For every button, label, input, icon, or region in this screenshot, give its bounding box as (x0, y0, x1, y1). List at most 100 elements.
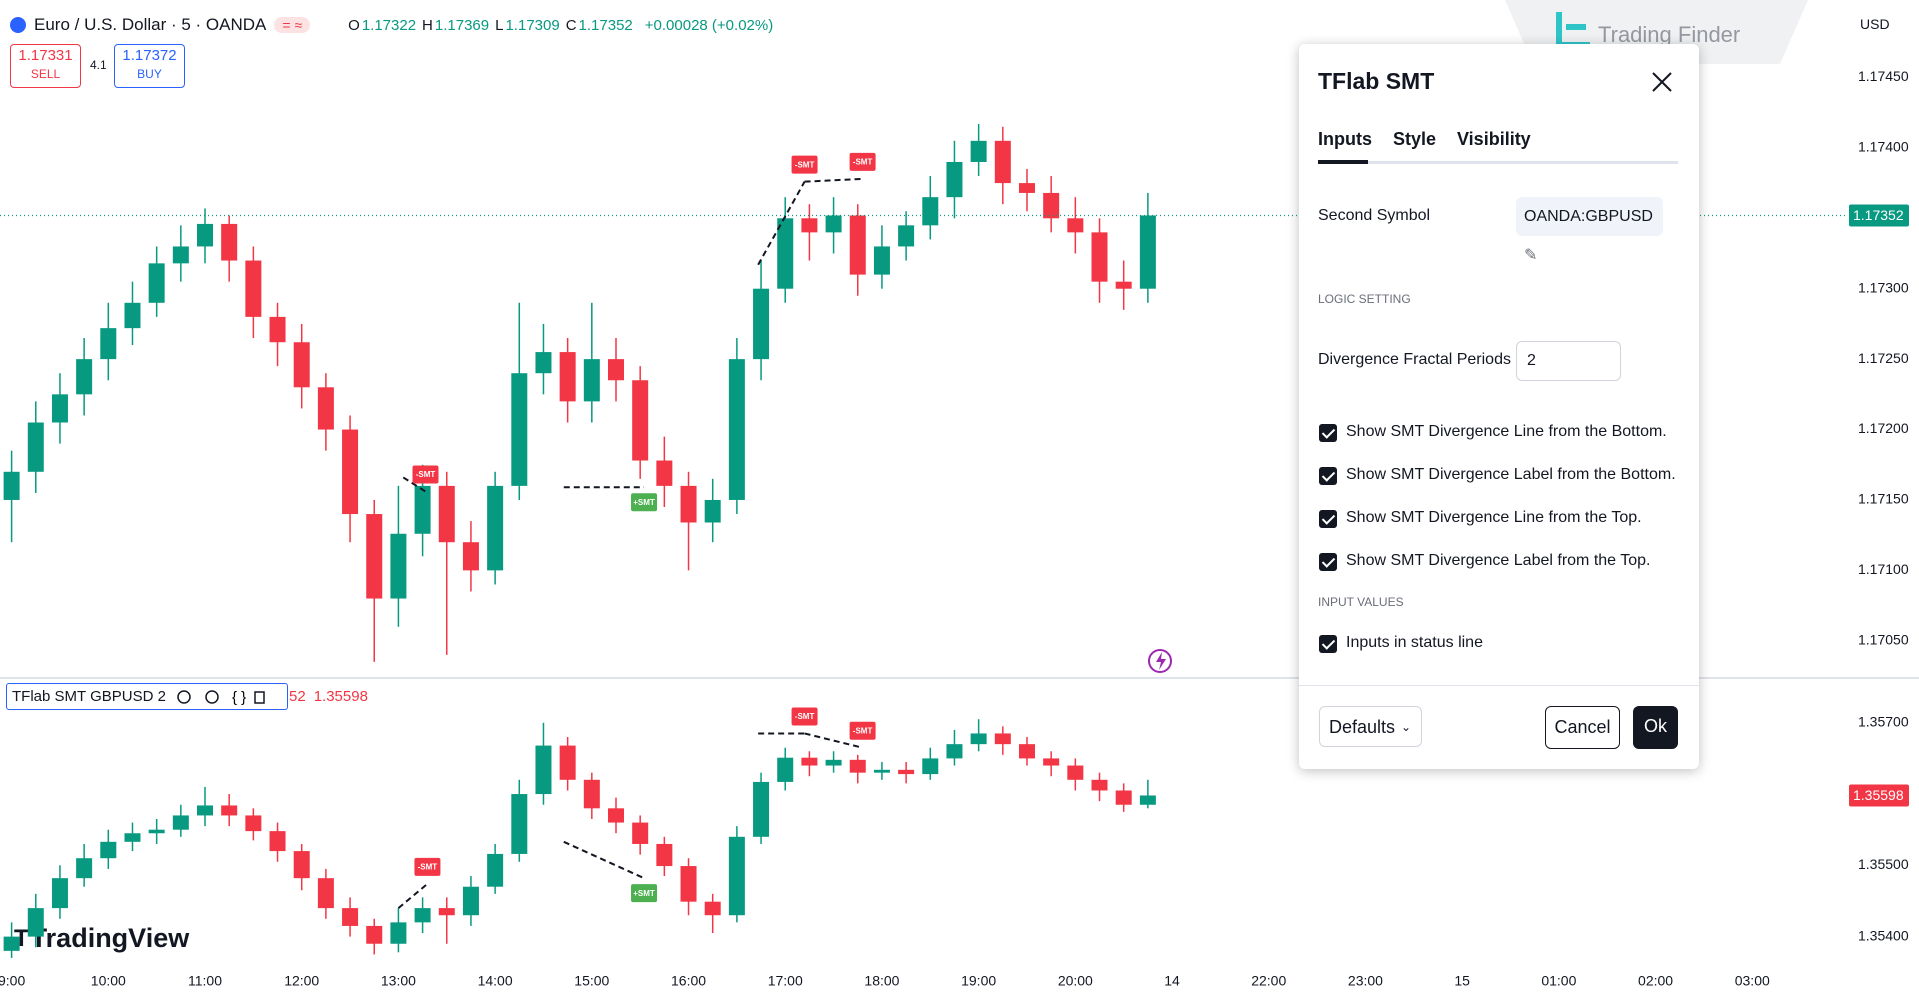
x-tick-label: 15 (1454, 973, 1470, 989)
divergence-tag (412, 465, 439, 484)
button-label: Defaults (1329, 717, 1396, 737)
candle-body (317, 878, 334, 909)
candle-body (1091, 232, 1108, 282)
divergence-line (397, 883, 429, 909)
candle-body (293, 342, 310, 388)
candle-body (51, 394, 68, 423)
candle-body (245, 260, 262, 317)
candle-body (535, 745, 552, 795)
periods-value: 2 (1527, 352, 1536, 369)
divergence-line (563, 840, 645, 880)
y-tick-label: 1.35700 (1858, 713, 1909, 729)
candle-body (511, 794, 528, 854)
y-tick-label: 1.17150 (1858, 491, 1909, 507)
ohlc-value: 1.17352 (578, 16, 633, 34)
candle-body (1018, 183, 1035, 193)
candle-body (1067, 765, 1084, 780)
candle-body (293, 851, 310, 879)
candle-body (825, 215, 842, 233)
indicator-values: 52 1.35598 (289, 688, 368, 705)
symbol-input[interactable]: OANDA:GBPUSD ✎ (1516, 197, 1663, 264)
close-button[interactable] (1651, 71, 1673, 93)
candle-body (269, 316, 286, 343)
ok-button[interactable]: Ok (1633, 706, 1678, 749)
checkbox[interactable] (1319, 553, 1337, 571)
checkbox-label: Show SMT Divergence Line from the Top. (1346, 509, 1642, 526)
candle-body (269, 831, 286, 852)
checkbox-label: Show SMT Divergence Label from the Top. (1346, 552, 1651, 569)
indicator-name: TFlab SMT GBPUSD 2 (12, 688, 166, 705)
checkbox[interactable] (1319, 467, 1337, 485)
divergence-tag (849, 721, 876, 740)
last-price-label: 1.17352 (1853, 207, 1904, 223)
indicator-legend[interactable]: TFlab SMT GBPUSD 2 { } (6, 683, 288, 710)
watermark: Trading Finder (1598, 22, 1740, 47)
y-tick-label: 1.35500 (1858, 856, 1909, 872)
candle-body (656, 843, 673, 867)
divergence-label: +SMT (633, 498, 655, 507)
tab[interactable]: Inputs (1318, 129, 1372, 149)
sell-button[interactable]: 1.17331 SELL (10, 44, 81, 88)
candle-body (535, 352, 552, 374)
candle-body (970, 140, 987, 162)
candle-body (559, 745, 576, 780)
last-price-label: 1.35598 (1853, 787, 1904, 803)
eye-icon[interactable] (177, 689, 191, 704)
x-tick-label: 13:00 (381, 973, 416, 989)
settings-icon[interactable] (205, 689, 219, 704)
candle-body (438, 485, 455, 543)
candle-body (753, 288, 770, 360)
y-tick-label: 1.17200 (1858, 420, 1909, 436)
y-tick-label: 1.35400 (1858, 927, 1909, 943)
y-tick-label: 1.17100 (1858, 561, 1909, 577)
candle-body (849, 215, 866, 275)
check-mark (1321, 425, 1336, 439)
buy-price: 1.17372 (122, 47, 177, 64)
symbol[interactable]: Euro / U.S. Dollar · 5 · OANDA (34, 15, 267, 34)
pane: -SMT +SMT -SMT -SMT 1.35700 1.35500 1.35400 9:0… (0, 707, 1909, 989)
plot: -SMT +SMT -SMT -SMT (3, 123, 1156, 662)
source-icon[interactable]: { } (232, 688, 246, 705)
periods-input[interactable]: 2 (1516, 341, 1621, 381)
candle-body (1067, 218, 1084, 233)
section-title: INPUT VALUES (1318, 595, 1404, 609)
divergence-tag (631, 884, 658, 903)
candle-body (559, 352, 576, 402)
symbol-bar: Euro / U.S. Dollar · 5 · OANDA = ≈ O 1.17… (10, 12, 773, 38)
button-label: Ok (1643, 716, 1667, 736)
candle-body (3, 471, 20, 500)
divergence-label: +SMT (633, 889, 655, 898)
check-mark (1321, 636, 1336, 650)
candle-body (583, 779, 600, 809)
section-title: LOGIC SETTING (1318, 292, 1411, 306)
defaults-button[interactable]: Defaults ⌄ (1319, 706, 1422, 747)
checkbox[interactable] (1319, 635, 1337, 653)
divergence-line (402, 476, 427, 493)
y-tick-label: 1.17250 (1858, 350, 1909, 366)
candle-body (1043, 758, 1060, 766)
candle-body (197, 223, 214, 247)
tab[interactable]: Visibility (1457, 129, 1531, 149)
candle-body (462, 542, 479, 571)
button-label: Cancel (1554, 717, 1611, 737)
candle-body (970, 733, 987, 745)
candle-body (462, 886, 479, 916)
checkbox[interactable] (1319, 510, 1337, 528)
candle-body (221, 223, 238, 261)
candle-body (825, 759, 842, 766)
x-tick-label: 18:00 (864, 973, 899, 989)
x-tick-label: 22:00 (1251, 973, 1286, 989)
x-tick-label: 12:00 (284, 973, 319, 989)
checkbox[interactable] (1319, 424, 1337, 442)
field-label: Second Symbol (1318, 207, 1431, 224)
x-tick-label: 16:00 (671, 973, 706, 989)
candle-body (583, 359, 600, 402)
cancel-button[interactable]: Cancel (1545, 706, 1620, 749)
tab[interactable]: Style (1393, 129, 1437, 149)
candle-body (172, 815, 189, 830)
delete-icon[interactable] (254, 690, 265, 704)
currency[interactable]: USD (1860, 16, 1890, 32)
ohlc-key: C (565, 16, 577, 34)
logo-mark (1566, 24, 1586, 30)
buy-button[interactable]: 1.17372 BUY (114, 44, 185, 88)
